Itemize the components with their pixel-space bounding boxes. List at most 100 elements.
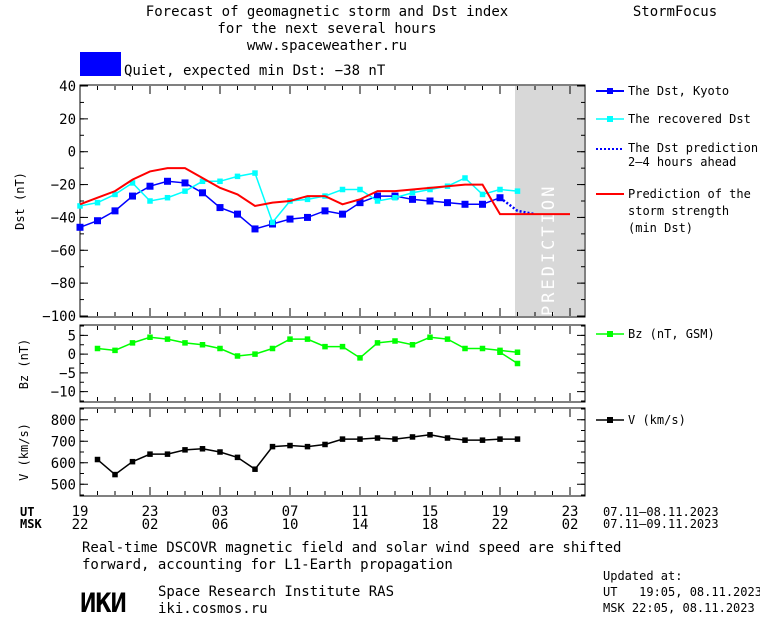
updated-label: Updated at: <box>603 569 682 583</box>
data-point <box>286 215 294 223</box>
data-point <box>374 435 381 441</box>
data-point <box>357 355 363 361</box>
y-tick-label: 500 <box>51 477 76 493</box>
msk-tick-label: 10 <box>282 517 299 533</box>
data-point <box>217 178 223 185</box>
msk-tick-label: 14 <box>352 517 369 533</box>
data-point <box>199 342 206 348</box>
data-point <box>94 217 101 225</box>
data-point <box>76 223 84 231</box>
msk-tick-label: 22 <box>72 517 89 533</box>
data-point <box>409 190 416 196</box>
time-axis-labels: 19 23 03 07 11 15 19 23 22 02 06 10 14 18 22 02 <box>72 504 579 533</box>
y-tick-label: −20 <box>51 178 76 194</box>
y-tick-label: 0 <box>68 145 76 161</box>
institute-name: Space Research Institute RAS <box>158 584 394 600</box>
data-point <box>304 336 311 342</box>
v-y-axis: 800 700 600 500 <box>51 408 585 496</box>
data-point <box>304 443 311 450</box>
legend-v-marker <box>607 417 613 423</box>
data-point <box>112 471 118 478</box>
data-point <box>164 194 171 201</box>
data-point <box>269 345 276 352</box>
data-point <box>269 443 276 450</box>
y-tick-label: 20 <box>59 112 76 128</box>
data-point <box>269 219 276 226</box>
status-text: Quiet, expected min Dst: −38 nT <box>124 63 386 79</box>
y-tick-label: −60 <box>51 243 76 259</box>
data-point <box>322 441 328 448</box>
msk-tick-label: 02 <box>142 517 159 533</box>
ut-tick-label: 15 <box>422 504 439 520</box>
prediction-label: PREDICTION <box>539 184 559 316</box>
data-point <box>77 203 83 209</box>
data-point <box>497 349 503 355</box>
data-point <box>426 197 434 205</box>
dst-y-label: Dst (nT) <box>13 172 27 230</box>
iki-logo: ИКИ <box>80 588 126 619</box>
data-point <box>479 200 486 208</box>
legend-prediction-l1: The Dst prediction <box>628 141 758 155</box>
data-point <box>217 345 223 352</box>
series-line <box>97 434 518 476</box>
bz-series-group <box>94 334 521 367</box>
ut-tick-label: 11 <box>352 504 369 520</box>
status-color-box <box>80 52 121 76</box>
data-point <box>339 186 346 193</box>
legend-dst-kyoto-marker <box>607 88 613 94</box>
dst-y-axis: 40 20 0 −20 −40 −60 −80 −100 <box>42 79 585 325</box>
data-point <box>304 196 311 203</box>
data-point <box>287 336 293 342</box>
data-point <box>111 207 119 215</box>
legend-recovered: The recovered Dst <box>628 112 751 126</box>
series-line <box>499 196 536 216</box>
data-point <box>182 447 188 453</box>
data-point <box>444 199 451 207</box>
msk-tick-label: 18 <box>422 517 439 533</box>
data-point <box>217 449 223 455</box>
data-point <box>112 191 118 198</box>
data-point <box>444 336 451 342</box>
legend-v: V (km/s) <box>628 413 686 427</box>
data-point <box>234 454 241 461</box>
data-point <box>181 179 189 187</box>
data-point <box>321 207 329 215</box>
data-point <box>409 434 416 440</box>
v-panel <box>79 407 586 497</box>
data-point <box>147 198 153 204</box>
y-tick-label: −100 <box>42 309 76 325</box>
data-point <box>357 186 363 193</box>
ut-date-range: 07.11–08.11.2023 <box>603 505 719 519</box>
data-point <box>514 436 521 442</box>
data-point <box>164 336 171 342</box>
footer-note-line1: Real-time DSCOVR magnetic field and sola… <box>82 540 621 556</box>
ut-label: UT <box>20 505 34 519</box>
data-point <box>497 436 503 442</box>
data-point <box>304 213 311 221</box>
chart-title-line2: for the next several hours <box>217 21 436 37</box>
msk-tick-label: 22 <box>492 517 509 533</box>
data-point <box>147 451 153 457</box>
data-point <box>234 173 241 180</box>
legend-prediction-l2: 2–4 hours ahead <box>628 155 736 169</box>
data-point <box>94 199 101 206</box>
data-point <box>374 192 381 200</box>
legend-bz-marker <box>607 331 613 337</box>
data-point <box>392 194 398 201</box>
data-point <box>129 180 136 186</box>
y-tick-label: 600 <box>51 456 76 472</box>
legend: The Dst, Kyoto The recovered Dst The Dst… <box>596 84 758 427</box>
data-point <box>392 338 398 344</box>
ut-tick-label: 23 <box>562 504 579 520</box>
data-point <box>164 451 171 457</box>
data-point <box>146 182 154 190</box>
data-point <box>479 191 486 198</box>
data-point <box>182 340 188 346</box>
data-point <box>252 170 258 176</box>
data-point <box>374 198 381 204</box>
bz-y-axis: 5 0 −5 −10 <box>51 325 585 402</box>
data-point <box>234 353 241 359</box>
msk-tick-label: 06 <box>212 517 229 533</box>
data-point <box>182 188 188 194</box>
